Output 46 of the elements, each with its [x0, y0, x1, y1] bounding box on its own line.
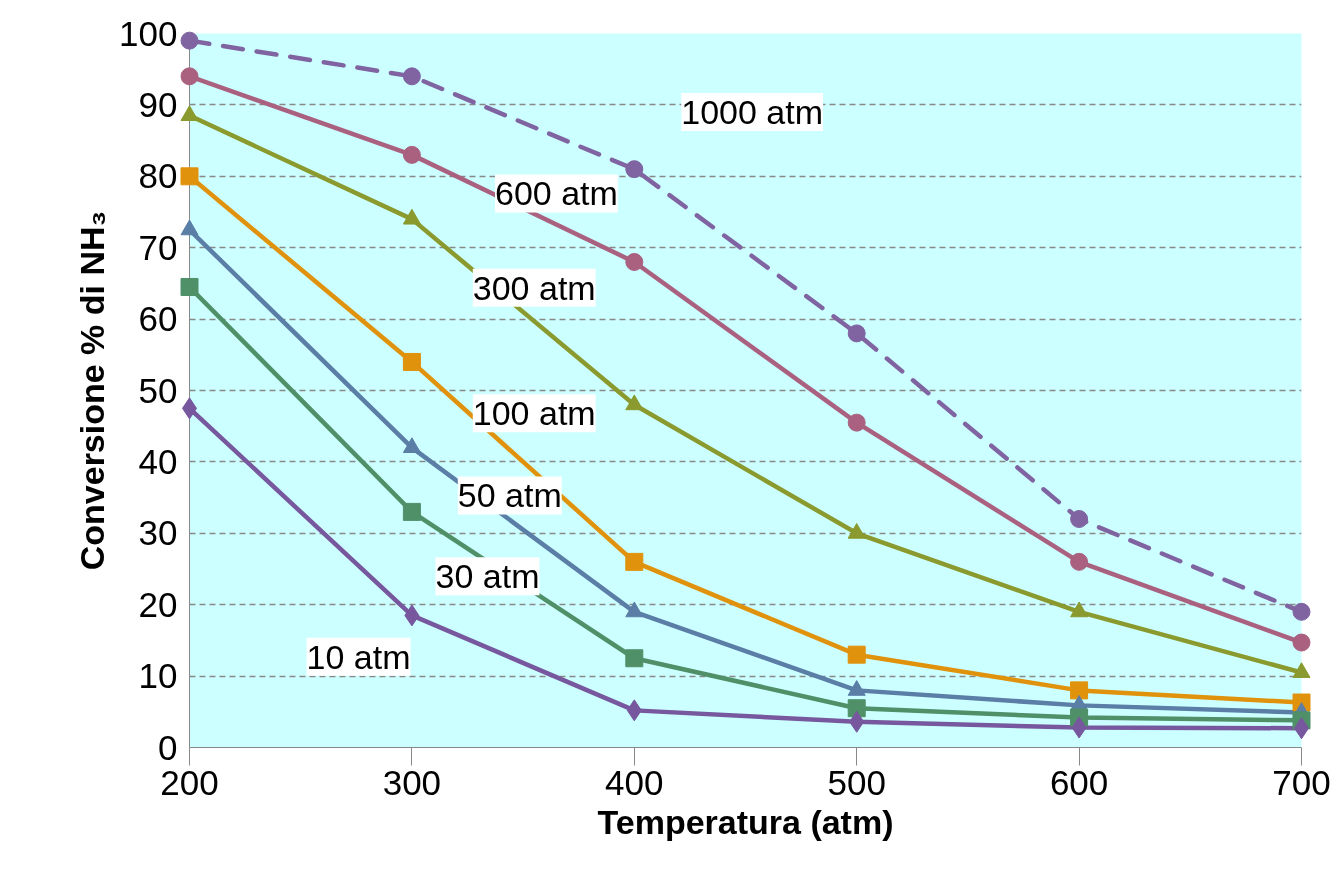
point [402, 67, 421, 86]
point [402, 145, 421, 164]
series-label: 300 atm [472, 268, 596, 307]
point [180, 167, 199, 186]
y-tick-label: 10 [138, 656, 178, 696]
y-tick-label: 80 [138, 156, 178, 196]
point [625, 552, 644, 571]
y-tick-label: 40 [138, 441, 178, 481]
y-tick-label: 90 [138, 84, 178, 124]
point [1070, 510, 1089, 528]
point [625, 160, 644, 179]
point [847, 324, 866, 343]
series-label: 30 atm [435, 557, 540, 596]
x-tick-label: 300 [382, 762, 442, 802]
y-tick-label: 50 [138, 370, 178, 410]
point [847, 645, 866, 664]
series-label: 100 atm [472, 394, 596, 433]
point [402, 352, 421, 371]
point [180, 31, 199, 50]
x-tick-label: 400 [605, 762, 664, 802]
series-label: 50 atm [457, 476, 562, 515]
point [1070, 552, 1089, 571]
x-tick-label: 500 [827, 762, 886, 802]
point [402, 502, 421, 521]
series-label: 10 atm [306, 637, 411, 676]
point [180, 67, 199, 86]
point [402, 437, 421, 454]
y-axis-title: Conversione % di NH₃ [73, 210, 112, 571]
y-tick-label: 20 [138, 584, 178, 624]
y-tick-label: 60 [138, 299, 178, 339]
y-tick-label: 70 [138, 227, 178, 267]
point [1070, 681, 1089, 700]
y-tick-label: 100 [119, 13, 178, 53]
x-axis-title: Temperatura (atm) [597, 802, 894, 841]
point [625, 253, 644, 271]
series-label: 600 atm [495, 174, 618, 213]
point [1292, 633, 1311, 652]
y-tick-label: 30 [138, 513, 178, 553]
point [1292, 602, 1311, 621]
point [847, 413, 866, 432]
point [180, 105, 199, 122]
point [180, 277, 199, 296]
x-tick-label: 600 [1049, 762, 1109, 802]
x-tick-label: 700 [1272, 762, 1331, 802]
series-label: 1000 atm [681, 93, 824, 132]
point [625, 649, 644, 668]
